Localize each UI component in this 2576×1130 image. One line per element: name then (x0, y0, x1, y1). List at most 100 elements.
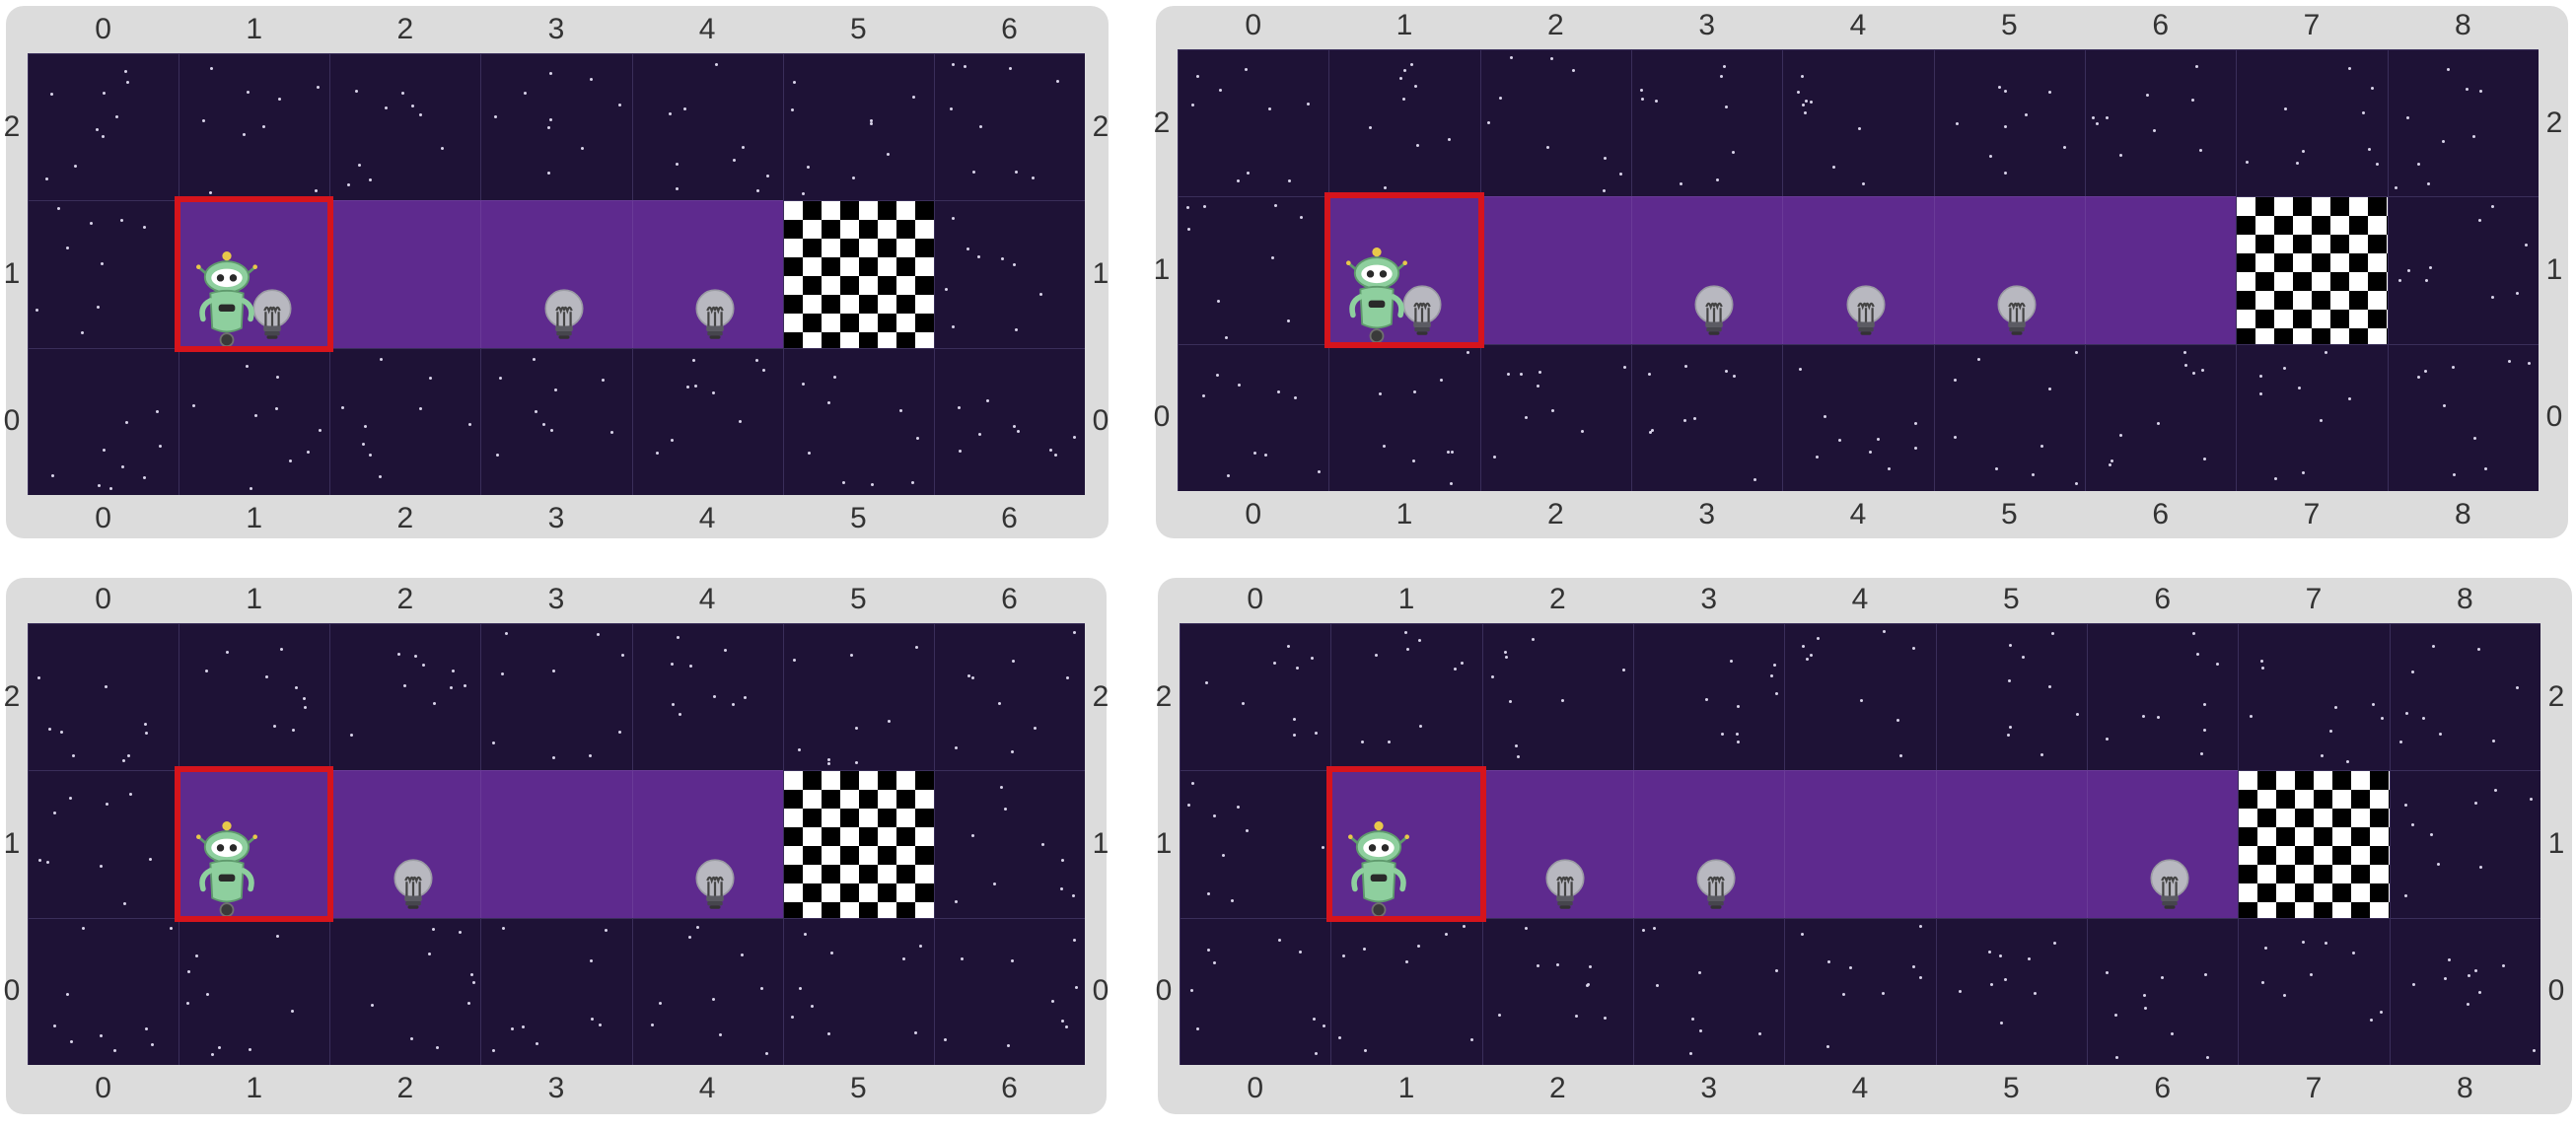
space-cell[interactable] (179, 917, 331, 1065)
space-cell[interactable] (1180, 770, 1332, 919)
space-cell[interactable] (1328, 49, 1481, 198)
space-cell[interactable] (1633, 917, 1786, 1065)
space-cell[interactable] (1178, 49, 1330, 198)
star-decoration (958, 406, 962, 410)
space-cell[interactable] (2387, 49, 2539, 198)
space-cell[interactable] (1180, 623, 1332, 772)
robot-icon[interactable] (190, 820, 263, 925)
space-cell[interactable] (480, 623, 633, 772)
space-cell[interactable] (933, 53, 1085, 202)
space-cell[interactable] (2236, 49, 2389, 198)
space-cell[interactable] (329, 53, 482, 202)
space-cell[interactable] (28, 917, 180, 1065)
space-cell[interactable] (1633, 623, 1786, 772)
space-cell[interactable] (1479, 49, 1632, 198)
path-cell[interactable] (1784, 770, 1937, 919)
space-cell[interactable] (933, 623, 1085, 772)
space-cell[interactable] (1178, 196, 1330, 345)
checkered-flag-icon[interactable] (2236, 196, 2389, 345)
path-cell[interactable] (1935, 770, 2088, 919)
space-cell[interactable] (1784, 623, 1937, 772)
path-cell[interactable] (2085, 196, 2238, 345)
space-cell[interactable] (631, 623, 784, 772)
robot-icon[interactable] (1340, 247, 1413, 351)
space-cell[interactable] (1479, 343, 1632, 491)
star-decoration (755, 189, 759, 193)
space-cell[interactable] (480, 917, 633, 1065)
space-cell[interactable] (1481, 917, 1634, 1065)
space-cell[interactable] (179, 623, 331, 772)
space-cell[interactable] (782, 917, 935, 1065)
space-cell[interactable] (1933, 49, 2086, 198)
star-decoration (1679, 182, 1682, 186)
space-cell[interactable] (1180, 917, 1332, 1065)
lightbulb-icon (693, 288, 737, 347)
space-cell[interactable] (2389, 623, 2540, 772)
space-cell[interactable] (2087, 623, 2240, 772)
space-cell[interactable] (28, 623, 180, 772)
space-cell[interactable] (933, 200, 1085, 349)
space-cell[interactable] (2085, 343, 2238, 491)
space-cell[interactable] (782, 623, 935, 772)
space-cell[interactable] (2085, 49, 2238, 198)
space-cell[interactable] (28, 347, 180, 495)
space-cell[interactable] (2238, 917, 2391, 1065)
column-label-bottom: 2 (1548, 1072, 1566, 1104)
space-cell[interactable] (2087, 917, 2240, 1065)
checkered-flag-icon[interactable] (2238, 770, 2391, 919)
space-cell[interactable] (2387, 343, 2539, 491)
space-cell[interactable] (329, 623, 482, 772)
path-cell[interactable] (329, 200, 482, 349)
space-cell[interactable] (1330, 623, 1483, 772)
space-cell[interactable] (1935, 623, 2088, 772)
star-decoration (1848, 965, 1852, 969)
space-cell[interactable] (480, 53, 633, 202)
space-cell[interactable] (1328, 343, 1481, 491)
space-cell[interactable] (179, 347, 331, 495)
star-decoration (1507, 373, 1511, 377)
path-cell[interactable] (1479, 196, 1632, 345)
space-cell[interactable] (1631, 343, 1784, 491)
space-cell[interactable] (28, 770, 180, 919)
space-cell[interactable] (1784, 917, 1937, 1065)
path-cell[interactable] (480, 770, 633, 919)
robot-icon[interactable] (1342, 820, 1415, 925)
space-cell[interactable] (1178, 343, 1330, 491)
space-cell[interactable] (1935, 917, 2088, 1065)
space-cell[interactable] (1933, 343, 2086, 491)
checkered-flag-icon[interactable] (782, 200, 935, 349)
star-decoration (68, 797, 72, 801)
space-cell[interactable] (329, 917, 482, 1065)
space-cell[interactable] (782, 347, 935, 495)
space-cell[interactable] (1782, 49, 1935, 198)
space-cell[interactable] (1631, 49, 1784, 198)
path-cell[interactable] (179, 200, 331, 349)
space-cell[interactable] (329, 347, 482, 495)
space-cell[interactable] (2389, 917, 2540, 1065)
space-cell[interactable] (28, 200, 180, 349)
space-cell[interactable] (179, 53, 331, 202)
space-cell[interactable] (2236, 343, 2389, 491)
space-cell[interactable] (480, 347, 633, 495)
space-cell[interactable] (782, 53, 935, 202)
space-cell[interactable] (2387, 196, 2539, 345)
space-cell[interactable] (28, 53, 180, 202)
space-cell[interactable] (1330, 917, 1483, 1065)
space-cell[interactable] (933, 347, 1085, 495)
space-cell[interactable] (1782, 343, 1935, 491)
checkered-flag-icon[interactable] (782, 770, 935, 919)
robot-icon[interactable] (190, 250, 263, 355)
star-decoration (2048, 388, 2052, 391)
star-decoration (841, 480, 845, 484)
space-cell[interactable] (631, 347, 784, 495)
space-cell[interactable] (933, 917, 1085, 1065)
space-cell[interactable] (1481, 623, 1634, 772)
path-cell[interactable] (179, 770, 331, 919)
star-decoration (689, 664, 693, 668)
space-cell[interactable] (2238, 623, 2391, 772)
space-cell[interactable] (933, 770, 1085, 919)
star-decoration (913, 1031, 917, 1035)
space-cell[interactable] (631, 917, 784, 1065)
space-cell[interactable] (2389, 770, 2540, 919)
space-cell[interactable] (631, 53, 784, 202)
